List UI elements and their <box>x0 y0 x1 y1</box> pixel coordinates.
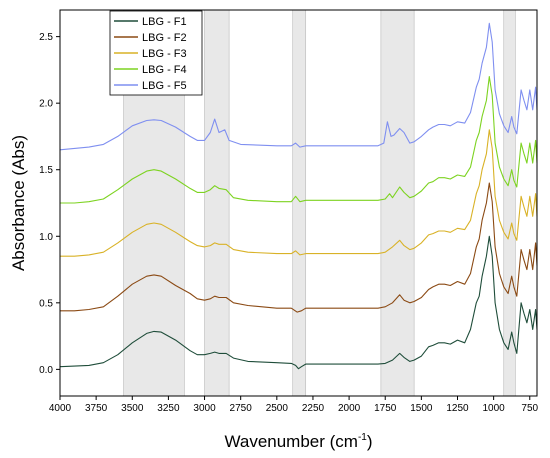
y-tick-label: 0.5 <box>39 298 53 309</box>
y-tick-label: 2.0 <box>39 99 53 110</box>
shaded-region-2 <box>204 9 230 397</box>
legend-label: LBG - F1 <box>142 16 187 28</box>
x-axis-ticks: 4000 3750 3500 3250 3000 2750 2500 2250 2000 1750… <box>49 396 539 414</box>
legend-label: LBG - F4 <box>142 64 187 76</box>
x-tick-label: 2000 <box>338 403 361 414</box>
x-tick-label: 3500 <box>121 403 144 414</box>
x-axis-title-main: Wavenumber (cm <box>224 432 358 451</box>
x-axis-title-superscript: -1 <box>358 432 367 443</box>
y-tick-label: 1.0 <box>39 232 53 243</box>
y-tick-label: 0.0 <box>39 365 53 376</box>
series-line-3 <box>60 129 538 257</box>
legend-label: LBG - F3 <box>142 48 187 60</box>
x-tick-label: 1500 <box>410 403 433 414</box>
x-axis-title-end: ) <box>367 432 373 451</box>
legend-label: LBG - F2 <box>142 32 187 44</box>
shaded-region-4 <box>380 9 415 397</box>
series-line-5 <box>59 22 538 151</box>
x-tick-label: 3750 <box>85 403 108 414</box>
x-axis-title: Wavenumber (cm-1) <box>224 432 372 451</box>
y-tick-label: 1.5 <box>39 165 53 176</box>
x-tick-label: 750 <box>521 403 538 414</box>
y-tick-label: 2.5 <box>39 32 53 43</box>
x-tick-label: 2250 <box>302 403 325 414</box>
series-line-4 <box>60 76 538 204</box>
shaded-region-3 <box>292 9 307 397</box>
x-tick-label: 1250 <box>446 403 469 414</box>
x-tick-label: 3250 <box>157 403 180 414</box>
x-tick-label: 3000 <box>193 403 216 414</box>
x-tick-label: 1750 <box>374 403 397 414</box>
y-axis-ticks: 0.0 0.5 1.0 1.5 2.0 2.5 <box>39 32 60 376</box>
x-tick-label: 4000 <box>49 403 72 414</box>
x-tick-label: 2750 <box>230 403 253 414</box>
series-lines <box>59 22 538 370</box>
series-line-1 <box>59 235 538 370</box>
series-line-2 <box>60 182 538 313</box>
y-axis-title: Absorbance (Abs) <box>9 135 28 271</box>
x-tick-label: 1000 <box>483 403 506 414</box>
x-tick-label: 2500 <box>266 403 289 414</box>
legend-label: LBG - F5 <box>142 80 187 92</box>
plot-frame <box>59 9 538 397</box>
shaded-region-5 <box>503 9 516 397</box>
legend: LBG - F1 LBG - F2 LBG - F3 LBG - F4 LBG - F5 <box>109 10 203 96</box>
